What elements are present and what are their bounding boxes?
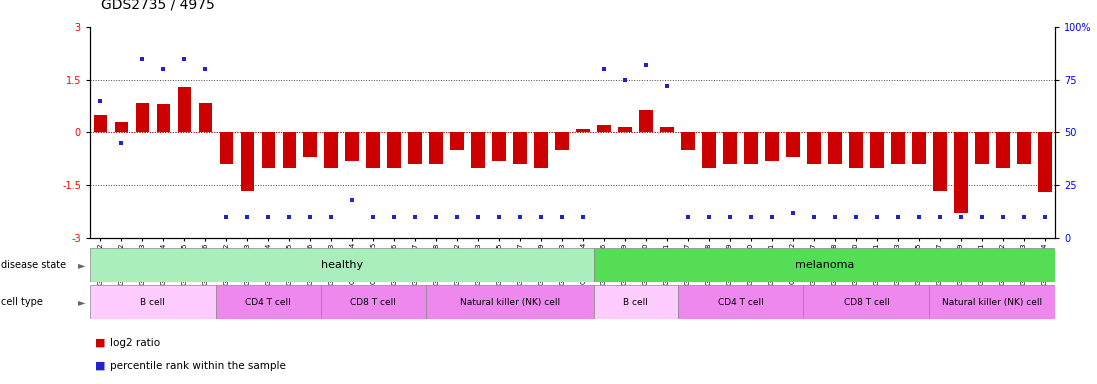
Bar [283,132,296,168]
Text: melanoma: melanoma [795,260,855,270]
Text: ►: ► [78,260,86,270]
Bar [408,132,422,164]
Bar [93,115,108,132]
Bar [216,285,320,319]
Bar [346,132,359,161]
Bar [996,132,1009,168]
Bar [975,132,988,164]
Text: CD8 T cell: CD8 T cell [350,298,396,307]
Bar [304,132,317,157]
Bar [366,132,380,168]
Bar [1038,132,1052,192]
Bar [619,127,632,132]
Text: CD8 T cell: CD8 T cell [844,298,890,307]
Bar [325,132,338,168]
Bar [702,132,716,168]
Bar [678,285,803,319]
Bar [157,104,170,132]
Bar [387,132,402,168]
Bar [90,248,593,282]
Text: percentile rank within the sample: percentile rank within the sample [110,361,285,371]
Text: ■: ■ [95,338,106,348]
Bar [849,132,862,168]
Text: Natural killer (NK) cell: Natural killer (NK) cell [942,298,1042,307]
Text: CD4 T cell: CD4 T cell [717,298,764,307]
Text: CD4 T cell: CD4 T cell [246,298,291,307]
Text: healthy: healthy [320,260,363,270]
Text: disease state: disease state [1,260,66,270]
Bar [891,132,905,164]
Bar [912,132,926,164]
Bar [744,132,758,164]
Bar [429,132,443,164]
Bar [660,127,674,132]
Bar [534,132,548,168]
Bar [803,285,929,319]
Bar [320,285,426,319]
Bar [472,132,485,168]
Bar [934,132,947,190]
Text: Natural killer (NK) cell: Natural killer (NK) cell [460,298,559,307]
Bar [114,122,128,132]
Text: ►: ► [78,297,86,307]
Bar [929,285,1055,319]
Text: B cell: B cell [623,298,648,307]
Bar [451,132,464,150]
Bar [723,132,737,164]
Bar [766,132,779,161]
Bar [90,285,216,319]
Bar [261,132,275,168]
Bar [593,248,1055,282]
Bar [555,132,569,150]
Bar [513,132,527,164]
Bar [681,132,694,150]
Bar [640,109,653,132]
Bar [576,129,590,132]
Bar [787,132,800,157]
Bar [954,132,968,214]
Bar [136,103,149,132]
Bar [219,132,234,164]
Text: cell type: cell type [1,297,43,307]
Bar [426,285,593,319]
Text: GDS2735 / 4975: GDS2735 / 4975 [101,0,215,12]
Bar [199,103,212,132]
Bar [493,132,506,161]
Text: ■: ■ [95,361,106,371]
Text: B cell: B cell [140,298,166,307]
Bar [870,132,884,168]
Bar [178,87,191,132]
Bar [828,132,841,164]
Bar [593,285,678,319]
Bar [597,126,611,132]
Bar [240,132,255,190]
Text: log2 ratio: log2 ratio [110,338,160,348]
Bar [1017,132,1031,164]
Bar [807,132,821,164]
